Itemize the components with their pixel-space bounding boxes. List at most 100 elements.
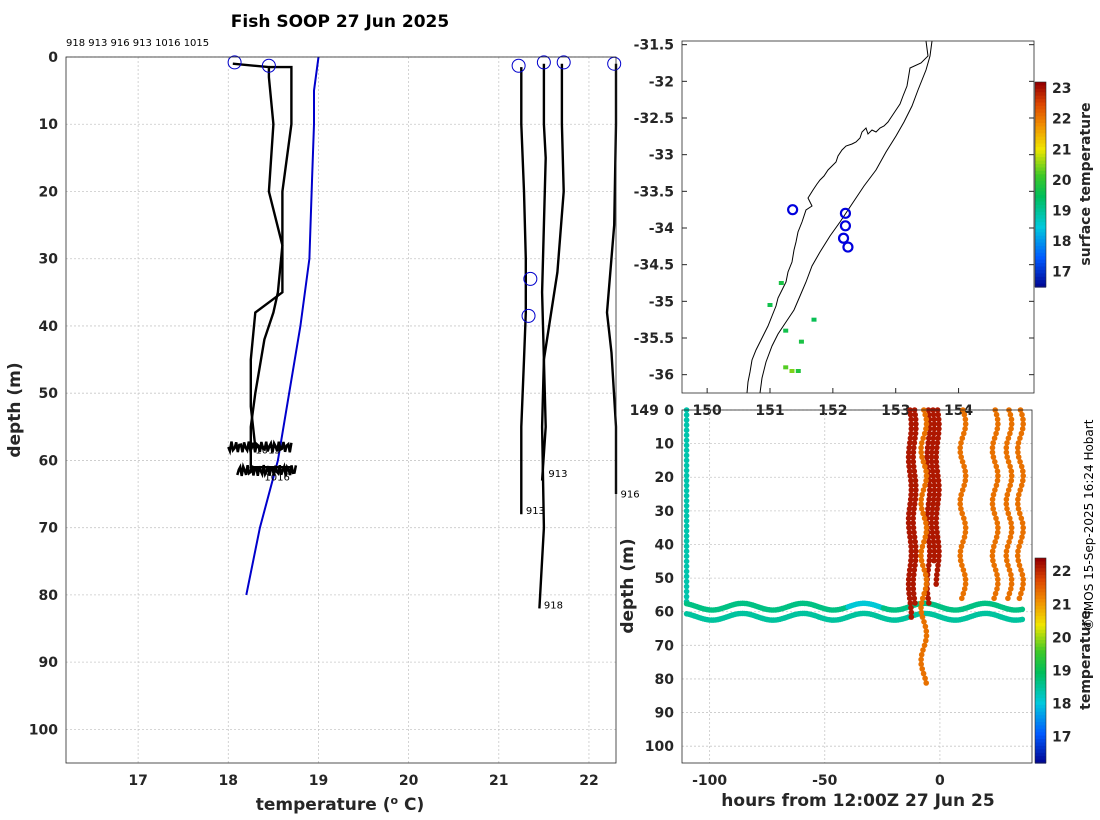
- timeseries-warm-point: [911, 595, 918, 602]
- profiles-x-tick-label: 21: [489, 773, 508, 789]
- timeseries-warm-point: [936, 487, 942, 493]
- timeseries-orange-point: [1020, 421, 1026, 427]
- timeseries-orange-point: [919, 491, 925, 498]
- timeseries-cast-point: [683, 563, 690, 570]
- timeseries-orange-point: [1008, 416, 1015, 423]
- timeseries-orange-point: [990, 440, 996, 446]
- timeseries-cast-point: [683, 482, 690, 489]
- timeseries-orange-point: [1008, 426, 1014, 432]
- timeseries-orange-point: [959, 595, 965, 602]
- colorbar-frame: [1034, 81, 1047, 288]
- colorbar-segment: [1035, 660, 1046, 665]
- timeseries-orange-point: [962, 421, 969, 427]
- map-stations: [787, 204, 854, 253]
- timeseries-warm-point: [906, 529, 913, 536]
- timeseries-orange-point: [990, 491, 997, 498]
- timeseries-warm-point: [906, 571, 912, 578]
- timeseries-warm-point: [935, 562, 941, 569]
- timeseries-orange-point: [918, 609, 925, 616]
- profiles-annotations: 1015 1016 913 913 916 918: [255, 446, 639, 612]
- temperature-colorbar-label: temperature: [1078, 610, 1094, 710]
- timeseries-warm-point: [926, 482, 933, 489]
- timeseries-orange-point: [919, 595, 926, 602]
- colorbar-tick-label: 18: [1052, 696, 1071, 712]
- timeseries-orange-point: [958, 543, 965, 550]
- timeseries-warm-point: [933, 520, 939, 526]
- timeseries-cast-point: [683, 447, 690, 454]
- colorbar-segment: [1035, 728, 1046, 733]
- timeseries-warm-point: [905, 520, 912, 526]
- timeseries-warm-point: [936, 548, 942, 554]
- map-surface-point: [778, 281, 784, 285]
- timeseries-warm-point: [911, 444, 917, 451]
- colorbar-segment: [1035, 622, 1046, 627]
- timeseries-warm-point: [931, 543, 937, 550]
- timeseries-warm-point: [913, 487, 919, 493]
- timeseries-orange-point: [1007, 482, 1013, 489]
- timeseries-warm-point: [910, 586, 917, 592]
- timeseries-x-ticks: -100 -50 0: [692, 773, 945, 789]
- timeseries-warm-point: [935, 557, 942, 564]
- timeseries-orange-point: [1018, 430, 1025, 437]
- colorbar-segment: [1035, 191, 1046, 196]
- profile-line-916: [605, 63, 618, 494]
- timeseries-orange-point: [923, 468, 929, 475]
- timeseries-orange-point: [990, 557, 996, 564]
- timeseries-orange-point: [961, 411, 968, 418]
- timeseries-orange-point: [957, 501, 963, 507]
- colorbar-segment: [1035, 228, 1046, 233]
- timeseries-warm-point: [933, 515, 940, 522]
- profiles-y-tick-label: 30: [39, 252, 59, 268]
- timeseries-warm-point: [911, 571, 917, 578]
- timeseries-orange-point: [1006, 539, 1012, 545]
- timeseries-warm-point: [913, 426, 919, 432]
- timeseries-warm-point: [906, 590, 912, 597]
- timeseries-orange-point: [923, 628, 930, 634]
- colorbar-segment: [1035, 164, 1046, 169]
- colorbar-segment: [1035, 252, 1046, 257]
- timeseries-cast-point: [683, 417, 690, 423]
- colorbar-segment: [1035, 605, 1046, 610]
- timeseries-warm-point: [926, 557, 933, 564]
- profile-id-annotation: 916: [621, 489, 640, 500]
- timeseries-warm-point: [908, 487, 915, 493]
- timeseries-orange-point: [920, 459, 927, 465]
- timeseries-orange-point: [958, 491, 964, 498]
- colorbar-segment: [1035, 599, 1046, 604]
- chart-title: Fish SOOP 27 Jun 2025: [231, 12, 449, 32]
- colorbar-segment: [1035, 174, 1046, 179]
- timeseries-orange-point: [962, 520, 968, 526]
- timeseries-warm-point: [934, 506, 940, 512]
- profiles-y-ticks: 0 10 20 30 40 50 60 70 80 90 100: [29, 50, 58, 738]
- timeseries-orange-point: [961, 534, 968, 540]
- colorbar-segment: [1035, 280, 1046, 285]
- timeseries-warm-point: [908, 426, 915, 432]
- colorbar-segment: [1035, 273, 1046, 278]
- timeseries-warm-point: [934, 440, 941, 446]
- colorbar-tick-label: 20: [1052, 173, 1072, 189]
- profile-id-annotation: 913: [526, 506, 545, 517]
- xlabel-degree: o: [391, 794, 399, 807]
- colorbar-tick-label: 20: [1052, 630, 1072, 646]
- colorbar-segment: [1035, 677, 1046, 682]
- timeseries-warm-point: [931, 430, 937, 437]
- colorbar-segment: [1035, 691, 1046, 696]
- timeseries-orange-point: [993, 482, 1000, 489]
- timeseries-orange-point: [961, 586, 968, 592]
- timeseries-warm-point: [936, 482, 942, 489]
- colorbar-segment: [1035, 177, 1046, 182]
- colorbar-tick-label: 19: [1052, 663, 1071, 679]
- timeseries-warm-point: [924, 454, 930, 460]
- colorbar-segment: [1035, 136, 1046, 141]
- timeseries-y-tick-label: 100: [645, 739, 674, 755]
- timeseries-orange-point: [962, 581, 969, 587]
- timeseries-warm-point: [907, 562, 914, 569]
- timeseries-orange-point: [992, 459, 998, 465]
- timeseries-cast-point: [683, 583, 690, 590]
- timeseries-warm-point: [935, 473, 941, 479]
- colorbar-segment: [1035, 146, 1046, 151]
- timeseries-cast-point: [683, 558, 690, 565]
- profiles-x-tick-label: 18: [219, 773, 238, 789]
- profiles-series: [227, 56, 618, 609]
- timeseries-warm-point: [928, 515, 935, 522]
